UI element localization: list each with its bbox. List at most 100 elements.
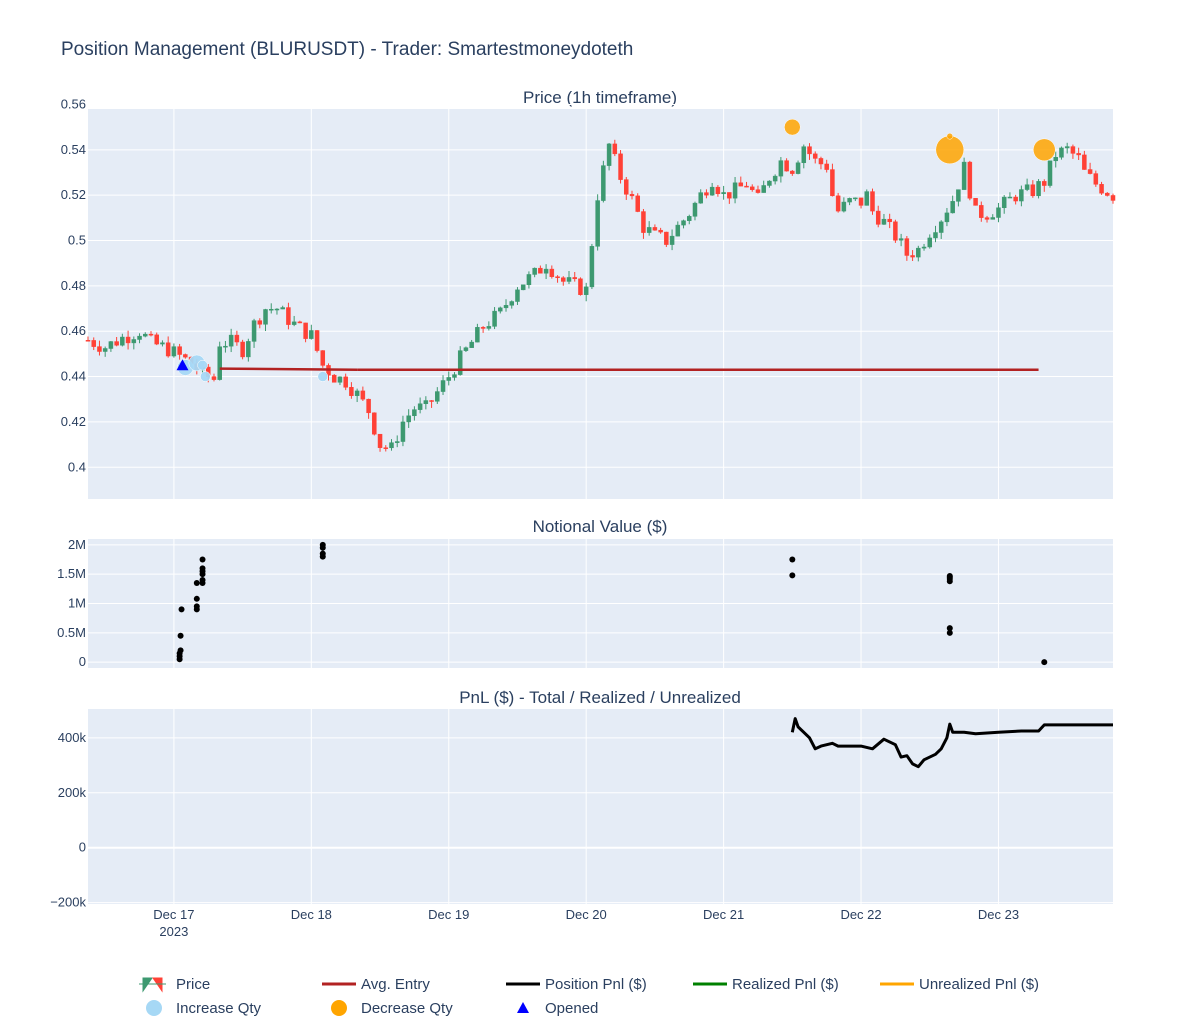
y-tick-label: 0.52 xyxy=(61,187,86,202)
pnl-grid xyxy=(88,709,1113,904)
candle-body xyxy=(297,321,303,324)
candle-body xyxy=(984,217,990,220)
candle-body xyxy=(515,289,520,302)
candle-body xyxy=(108,341,114,349)
candle-body xyxy=(538,267,543,274)
y-tick-label: 2M xyxy=(68,537,86,552)
candle-body xyxy=(612,143,618,155)
notional-point xyxy=(946,629,953,636)
x-tick-label: Dec 22 xyxy=(840,907,881,922)
notional-point xyxy=(946,625,953,632)
y-tick-label: 0.44 xyxy=(61,369,86,384)
y-tick-label: 1.5M xyxy=(57,566,86,581)
candle-body xyxy=(727,192,732,199)
candle-body xyxy=(561,277,566,282)
candle-body xyxy=(291,321,297,325)
candle-body xyxy=(154,334,159,345)
legend-item-avg_entry: Avg. Entry xyxy=(322,976,430,993)
decrease-qty-marker xyxy=(946,132,954,140)
candle-body xyxy=(933,232,938,239)
candle-body xyxy=(841,201,847,212)
candle-body xyxy=(85,340,91,342)
candle-body xyxy=(246,341,251,358)
trade-markers xyxy=(176,118,1056,382)
candle-body xyxy=(887,218,892,223)
legend-item-increase: Increase Qty xyxy=(146,1000,262,1017)
candle-body xyxy=(778,160,784,177)
candle-body xyxy=(1082,154,1087,170)
candle-body xyxy=(669,235,675,245)
candle-body xyxy=(354,390,360,396)
candle-body xyxy=(749,186,755,190)
candle-body xyxy=(870,191,875,212)
notional-point xyxy=(193,595,200,602)
candle-body xyxy=(509,301,514,306)
candle-body xyxy=(303,322,308,339)
candle-body xyxy=(721,192,726,195)
y-tick-label: 0.4 xyxy=(68,459,86,474)
candle-body xyxy=(177,346,182,355)
candle-body xyxy=(492,310,497,327)
candle-body xyxy=(274,308,280,311)
candle-body xyxy=(801,146,807,164)
notional-point xyxy=(789,572,796,579)
candle-body xyxy=(830,169,835,197)
candle-body xyxy=(921,246,927,249)
notional-point xyxy=(193,579,200,586)
candle-body xyxy=(400,421,406,442)
candle-body xyxy=(97,346,102,352)
candle-body xyxy=(927,237,933,248)
candle-body xyxy=(349,387,354,396)
candle-body xyxy=(1013,196,1018,202)
y-tick-label: 0.46 xyxy=(61,323,86,338)
candle-body xyxy=(578,278,583,295)
price-plot-area xyxy=(88,109,1113,499)
candle-body xyxy=(572,277,577,280)
candle-body xyxy=(383,447,389,449)
legend: Price Avg. Entry Position Pnl ($) Realized … xyxy=(139,976,1039,1017)
legend-item-position_pnl: Position Pnl ($) xyxy=(506,976,647,993)
increase-qty-marker xyxy=(200,371,211,382)
candle-body xyxy=(498,307,503,312)
pnl-panel-title: PnL ($) - Total / Realized / Unrealized xyxy=(459,688,741,707)
candle-body xyxy=(641,211,646,233)
candle-body xyxy=(795,162,801,174)
candle-body xyxy=(807,146,812,155)
notional-point xyxy=(199,565,206,572)
notional-point xyxy=(946,572,953,579)
y-tick-label: 1M xyxy=(68,596,86,611)
candle-body xyxy=(240,341,245,358)
candle-body xyxy=(309,330,314,339)
y-tick-label: 0.5M xyxy=(57,625,86,640)
candle-body xyxy=(687,216,692,221)
legend-triangle-icon xyxy=(517,1002,529,1013)
legend-label: Price xyxy=(176,976,210,993)
candle-body xyxy=(143,333,148,337)
candle-body xyxy=(938,221,944,233)
candle-body xyxy=(761,185,766,193)
candle-body xyxy=(715,186,721,195)
decrease-qty-marker xyxy=(784,118,801,136)
notional-point xyxy=(193,603,200,610)
candle-body xyxy=(835,195,841,212)
candle-body xyxy=(125,336,131,344)
candle-body xyxy=(790,170,795,174)
notional-point xyxy=(789,556,796,563)
candle-body xyxy=(601,165,606,201)
candle-body xyxy=(91,340,96,347)
candle-body xyxy=(475,327,480,343)
candle-body xyxy=(417,403,423,410)
candle-body xyxy=(160,342,165,345)
candle-body xyxy=(646,227,652,233)
pnl-plot-area xyxy=(88,709,1113,904)
notional-point xyxy=(177,632,184,639)
x-tick-sublabel: 2023 xyxy=(159,924,188,939)
candle-body xyxy=(137,335,142,340)
candle-body xyxy=(818,158,824,165)
candle-body xyxy=(1105,192,1110,196)
candle-body xyxy=(566,277,572,282)
candle-body xyxy=(893,221,898,241)
x-tick-label: Dec 20 xyxy=(566,907,607,922)
candle-body xyxy=(131,339,137,344)
